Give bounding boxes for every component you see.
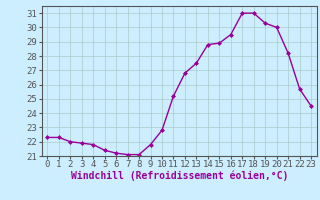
X-axis label: Windchill (Refroidissement éolien,°C): Windchill (Refroidissement éolien,°C) [70,171,288,181]
